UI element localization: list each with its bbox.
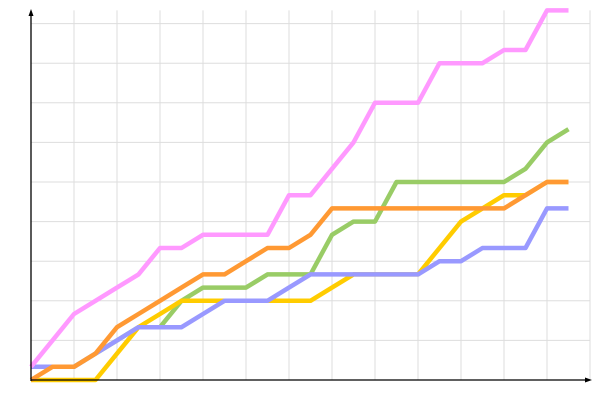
grid	[31, 10, 591, 380]
x-axis-arrow	[585, 377, 592, 383]
series-line-3	[29, 179, 569, 382]
series-line-2	[31, 206, 569, 370]
y-axis-arrow	[28, 9, 34, 16]
series-line-4	[29, 8, 569, 369]
series-lines	[29, 8, 570, 383]
axes	[28, 9, 592, 383]
